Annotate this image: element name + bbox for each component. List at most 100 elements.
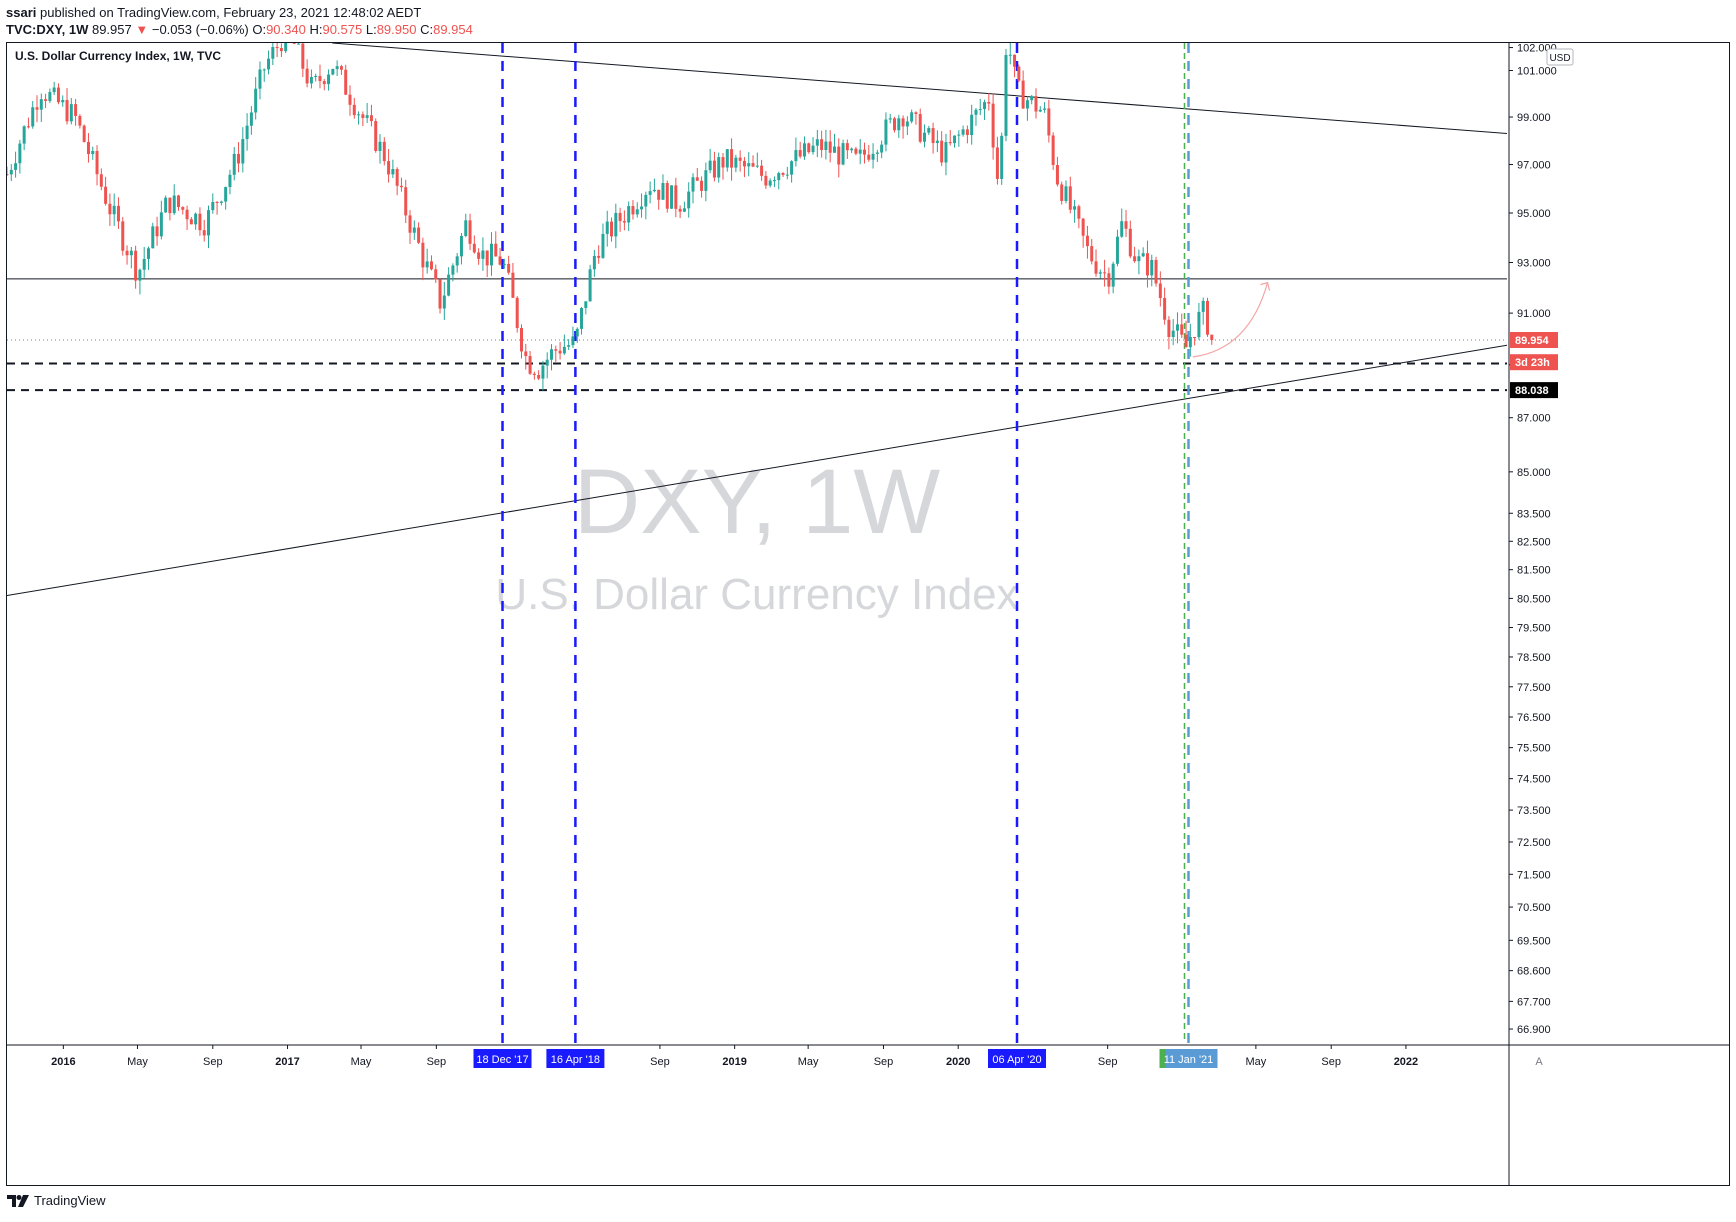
candle-body xyxy=(267,58,271,70)
candle-body xyxy=(271,47,275,59)
candle-body xyxy=(708,160,712,171)
candle-body xyxy=(74,104,78,116)
candle-body xyxy=(884,119,888,145)
price-tick-label: 78.500 xyxy=(1517,652,1551,664)
candle-body xyxy=(14,163,18,170)
candle-body xyxy=(429,261,433,270)
price-tick-label: 101.000 xyxy=(1517,65,1557,77)
candle-body xyxy=(687,191,691,209)
candle-body xyxy=(125,250,129,256)
price-label: 89.954 xyxy=(1510,332,1558,349)
candle-body xyxy=(635,209,639,215)
currency-badge-box xyxy=(1546,48,1574,66)
low-label: L: xyxy=(365,22,377,37)
symbol-label: TVC:DXY, 1W xyxy=(6,22,89,37)
publish-info: ssari published on TradingView.com, Febr… xyxy=(6,5,421,20)
down-arrow-icon: ▼ xyxy=(135,22,149,37)
candle-body xyxy=(704,170,708,191)
candle-body xyxy=(953,135,957,144)
candle-body xyxy=(682,208,686,212)
candle-body xyxy=(18,143,22,164)
candle-body xyxy=(61,99,65,103)
candle-body xyxy=(751,163,755,167)
candle-body xyxy=(1034,96,1038,112)
candle-body xyxy=(26,126,30,128)
candle-body xyxy=(35,107,39,110)
candle-body xyxy=(712,160,716,178)
candle-body xyxy=(44,99,48,101)
candle-body xyxy=(1171,330,1175,338)
candle-body xyxy=(425,261,429,268)
candle-body xyxy=(605,221,609,234)
candle-body xyxy=(674,185,678,209)
auto-scale-button: A xyxy=(1535,1056,1543,1068)
currency-badge: USD xyxy=(1546,48,1574,66)
candle-body xyxy=(755,165,759,167)
price-tick-label: 81.500 xyxy=(1517,565,1551,577)
candle-body xyxy=(747,163,751,167)
candle-body xyxy=(502,263,506,265)
candle-body xyxy=(279,48,283,52)
price-tick-label: 70.500 xyxy=(1517,902,1551,914)
candle-body xyxy=(537,374,541,379)
date-marker-label: 06 Apr '20 xyxy=(988,1049,1047,1068)
candle-body xyxy=(1154,259,1158,284)
price-label-text: 89.954 xyxy=(1515,335,1550,347)
price-chart[interactable]: DXY, 1W U.S. Dollar Currency Index U.S. Do… xyxy=(7,43,1729,1185)
candle-body xyxy=(1008,54,1012,56)
candle-body xyxy=(404,187,408,216)
candle-body xyxy=(1197,311,1201,338)
candle-body xyxy=(910,112,914,122)
candle-body xyxy=(734,157,738,168)
candle-body xyxy=(1180,324,1184,335)
candle-body xyxy=(927,128,931,133)
candle-body xyxy=(1030,96,1034,101)
candle-body xyxy=(335,66,339,69)
candle-body xyxy=(1188,337,1192,348)
price-tick-label: 73.500 xyxy=(1517,805,1551,817)
date-marker-label: 18 Dec '17 xyxy=(473,1049,532,1068)
candle-body xyxy=(477,252,481,259)
candle-body xyxy=(39,99,43,110)
candle-body xyxy=(447,274,451,296)
candle-body xyxy=(867,154,871,160)
candle-body xyxy=(155,226,159,237)
candle-body xyxy=(494,243,498,257)
candle-body xyxy=(772,180,776,182)
candle-body xyxy=(211,201,215,211)
candle-body xyxy=(352,104,356,116)
candle-body xyxy=(56,87,60,103)
candle-body xyxy=(1167,319,1171,338)
currency-badge-label: USD xyxy=(1549,53,1570,64)
candle-body xyxy=(472,243,476,253)
candle-body xyxy=(48,92,52,101)
price-tick-label: 85.000 xyxy=(1517,467,1551,479)
candle-body xyxy=(305,68,309,84)
open-label: O: xyxy=(252,22,267,37)
price-tick-label: 71.500 xyxy=(1517,869,1551,881)
candle-body xyxy=(768,180,772,186)
candle-body xyxy=(1047,108,1051,136)
candle-body xyxy=(189,219,193,225)
tradingview-logo-icon xyxy=(7,1194,29,1207)
candle-body xyxy=(567,345,571,347)
candle-body xyxy=(802,143,806,157)
date-marker-text: 06 Apr '20 xyxy=(992,1054,1041,1066)
watermark-name: U.S. Dollar Currency Index xyxy=(495,570,1018,619)
chart-panel[interactable]: DXY, 1W U.S. Dollar Currency Index U.S. Do… xyxy=(6,42,1730,1186)
candle-body xyxy=(172,195,176,214)
candle-body xyxy=(614,212,618,237)
candle-body xyxy=(1004,55,1008,136)
price-tick-label: 87.000 xyxy=(1517,413,1551,425)
candle-body xyxy=(970,114,974,136)
candle-body xyxy=(69,104,73,122)
candle-body xyxy=(309,77,313,84)
candle-body xyxy=(695,177,699,181)
price-label-box xyxy=(1510,354,1558,371)
candle-body xyxy=(554,349,558,351)
candle-body xyxy=(168,197,172,214)
candle-body xyxy=(116,205,120,222)
candle-body xyxy=(1017,66,1021,81)
candle-body xyxy=(854,148,858,154)
candle-body xyxy=(1137,256,1141,262)
